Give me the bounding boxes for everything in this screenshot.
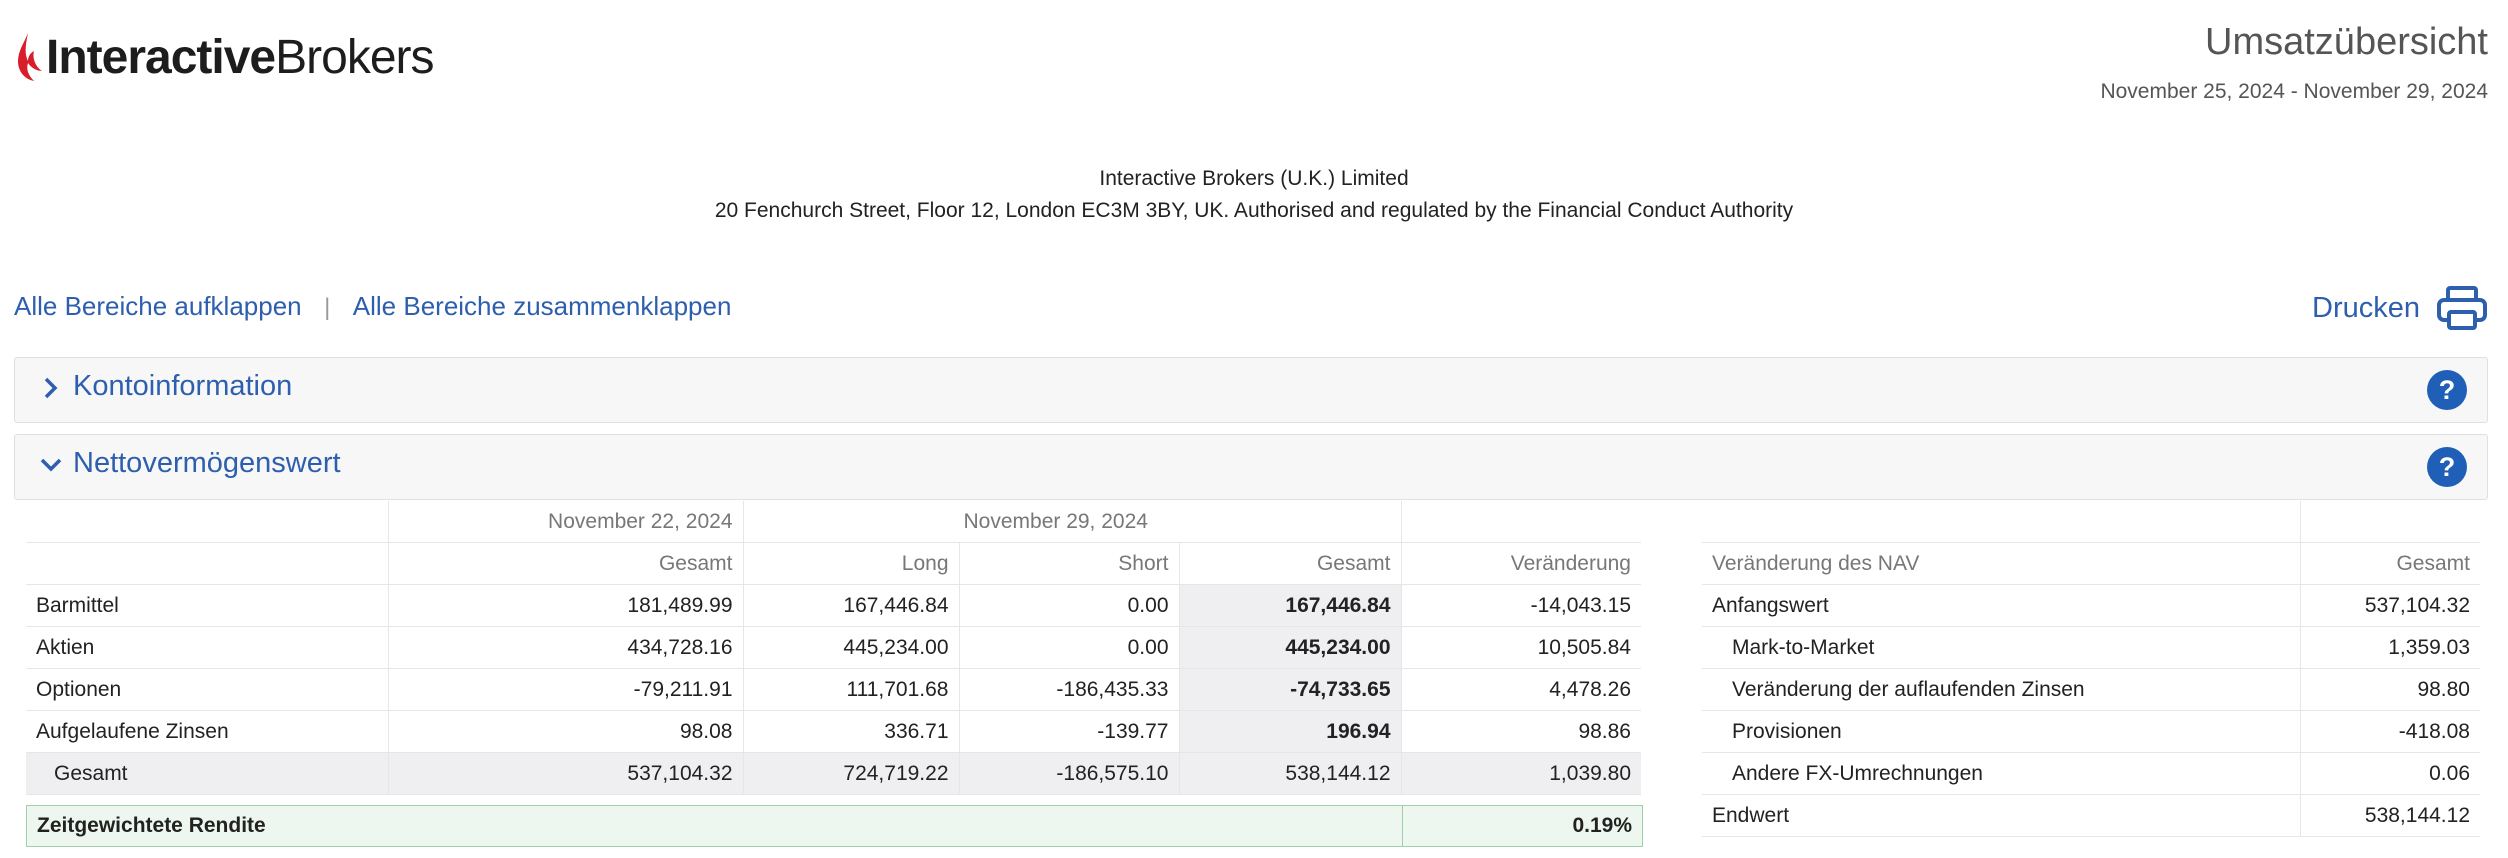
cell: -418.08 <box>2300 710 2480 753</box>
total-row: Gesamt 537,104.32 724,719.22 -186,575.10… <box>26 752 1641 795</box>
toolbar: Alle Bereiche aufklappen | Alle Bereiche… <box>14 285 2488 331</box>
company-name: Interactive Brokers (U.K.) Limited <box>1099 167 1409 190</box>
row-label: Barmittel <box>26 584 389 627</box>
twr-label: Zeitgewichtete Rendite <box>37 814 266 837</box>
col-header: Veränderung des NAV <box>1702 542 2301 585</box>
date-range: November 25, 2024 - November 29, 2024 <box>2100 80 2488 103</box>
brand-word-1: Interactive <box>46 30 276 84</box>
link-separator: | <box>324 294 331 321</box>
table-row: Provisionen -418.08 <box>1702 710 2480 753</box>
print-label: Drucken <box>2312 291 2420 324</box>
cell: 98.86 <box>1401 710 1641 753</box>
statement-header: Umsatzübersicht November 25, 2024 - Nove… <box>2100 18 2488 104</box>
col-header: Veränderung <box>1401 542 1641 585</box>
cell: 1,039.80 <box>1401 752 1641 795</box>
column-header-row: Veränderung des NAV Gesamt <box>1702 542 2480 585</box>
cell: 538,144.12 <box>2300 794 2480 837</box>
table-row: Veränderung der auflaufenden Zinsen 98.8… <box>1702 668 2480 711</box>
cell: 181,489.99 <box>388 584 744 627</box>
cell: -74,733.65 <box>1179 668 1402 711</box>
section-title: Nettovermögenswert <box>73 447 341 479</box>
cell: 10,505.84 <box>1401 626 1641 669</box>
cell: 537,104.32 <box>388 752 744 795</box>
cell: -186,575.10 <box>959 752 1180 795</box>
chevron-right-icon <box>44 377 58 399</box>
table-row: Barmittel 181,489.99 167,446.84 0.00 167… <box>26 584 1641 627</box>
row-label: Provisionen <box>1702 710 2301 753</box>
print-button[interactable]: Drucken <box>2312 285 2488 331</box>
cell: 1,359.03 <box>2300 626 2480 669</box>
brand-wordmark: InteractiveBrokers <box>46 30 435 85</box>
col-header: Gesamt <box>1179 542 1402 585</box>
collapse-all-link[interactable]: Alle Bereiche zusammenklappen <box>352 291 732 321</box>
cell: -14,043.15 <box>1401 584 1641 627</box>
col-header: Short <box>959 542 1180 585</box>
nav-table: November 22, 2024 November 29, 2024 Gesa… <box>26 501 1641 795</box>
help-icon[interactable]: ? <box>2427 370 2467 410</box>
cell: 0.00 <box>959 626 1180 669</box>
row-label: Aufgelaufene Zinsen <box>26 710 389 753</box>
col-header: Long <box>743 542 960 585</box>
date-header-row: November 22, 2024 November 29, 2024 <box>26 501 1641 543</box>
cell: -79,211.91 <box>388 668 744 711</box>
cell: 537,104.32 <box>2300 584 2480 627</box>
table-row: Mark-to-Market 1,359.03 <box>1702 626 2480 669</box>
cell: 0.00 <box>959 584 1180 627</box>
cell: 538,144.12 <box>1179 752 1402 795</box>
cell: 111,701.68 <box>743 668 960 711</box>
row-label: Veränderung der auflaufenden Zinsen <box>1702 668 2301 711</box>
row-label: Mark-to-Market <box>1702 626 2301 669</box>
row-label: Optionen <box>26 668 389 711</box>
table-row: Andere FX-Umrechnungen 0.06 <box>1702 752 2480 795</box>
col-header: Gesamt <box>2300 542 2480 585</box>
cell: 98.08 <box>388 710 744 753</box>
cell: -186,435.33 <box>959 668 1180 711</box>
row-label: Andere FX-Umrechnungen <box>1702 752 2301 795</box>
cell: 0.06 <box>2300 752 2480 795</box>
cell: 434,728.16 <box>388 626 744 669</box>
cell: 4,478.26 <box>1401 668 1641 711</box>
brand-logo: InteractiveBrokers <box>14 22 435 92</box>
brand-word-2: Brokers <box>275 30 434 84</box>
col-header: Gesamt <box>388 542 744 585</box>
row-label: Gesamt <box>26 752 389 795</box>
cell: 167,446.84 <box>743 584 960 627</box>
company-address: 20 Fenchurch Street, Floor 12, London EC… <box>714 199 1794 222</box>
expand-all-link[interactable]: Alle Bereiche aufklappen <box>14 291 302 321</box>
table-row: Anfangswert 537,104.32 <box>1702 584 2480 627</box>
flame-logo-icon <box>18 33 42 81</box>
cell: 724,719.22 <box>743 752 960 795</box>
date-curr-header: November 29, 2024 <box>743 501 1402 543</box>
cell: 196.94 <box>1179 710 1402 753</box>
printer-icon <box>2437 286 2487 330</box>
column-header-row: Gesamt Long Short Gesamt Veränderung <box>26 542 1641 585</box>
twr-value: 0.19% <box>1572 814 1632 837</box>
row-label: Anfangswert <box>1702 584 2301 627</box>
nav-change-table: Veränderung des NAV Gesamt Anfangswert 5… <box>1702 501 2480 837</box>
date-prev-header: November 22, 2024 <box>388 501 744 543</box>
row-label: Aktien <box>26 626 389 669</box>
table-row: Optionen -79,211.91 111,701.68 -186,435.… <box>26 668 1641 711</box>
table-row: Endwert 538,144.12 <box>1702 794 2480 837</box>
cell: 167,446.84 <box>1179 584 1402 627</box>
cell: 98.80 <box>2300 668 2480 711</box>
table-row: Aktien 434,728.16 445,234.00 0.00 445,23… <box>26 626 1641 669</box>
chevron-down-icon <box>40 458 62 472</box>
table-row: Aufgelaufene Zinsen 98.08 336.71 -139.77… <box>26 710 1641 753</box>
cell: 445,234.00 <box>743 626 960 669</box>
section-title: Kontoinformation <box>73 370 293 402</box>
row-label: Endwert <box>1702 794 2301 837</box>
company-info: Interactive Brokers (U.K.) Limited 20 Fe… <box>0 163 2508 227</box>
time-weighted-return-row: Zeitgewichtete Rendite 0.19% <box>26 805 1643 847</box>
help-icon[interactable]: ? <box>2427 447 2467 487</box>
section-kontoinformation[interactable]: Kontoinformation ? <box>14 357 2488 423</box>
cell: 445,234.00 <box>1179 626 1402 669</box>
cell: 336.71 <box>743 710 960 753</box>
page-title: Umsatzübersicht <box>2205 21 2488 63</box>
cell: -139.77 <box>959 710 1180 753</box>
section-nettovermoegenswert[interactable]: Nettovermögenswert ? <box>14 434 2488 500</box>
